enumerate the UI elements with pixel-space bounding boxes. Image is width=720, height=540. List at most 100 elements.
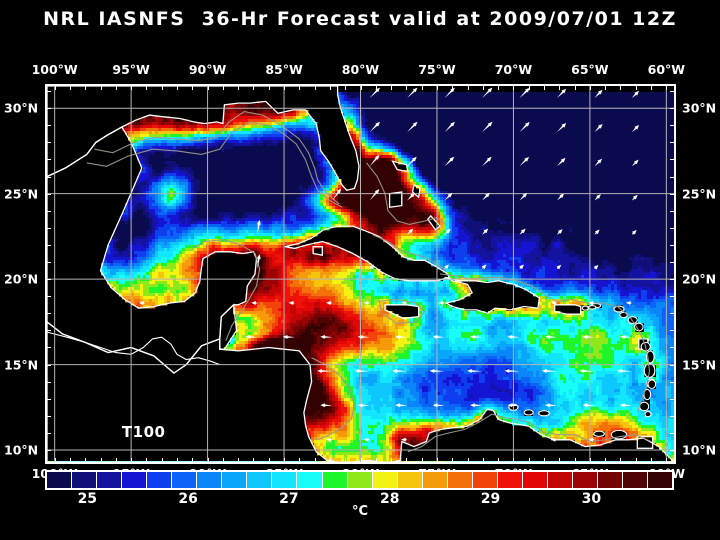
map-canvas	[47, 86, 674, 462]
axis-tick	[670, 296, 674, 297]
axis-tick	[590, 458, 591, 462]
axis-tick	[146, 458, 147, 462]
colorbar-swatch	[523, 472, 548, 488]
axis-tick	[513, 86, 514, 90]
longitude-axis-top: 100°W95°W90°W85°W80°W75°W70°W65°W60°W	[0, 62, 720, 78]
axis-tick	[670, 347, 674, 348]
axis-tick	[670, 91, 674, 92]
axis-tick	[468, 458, 469, 462]
axis-tick	[47, 177, 51, 178]
axis-tick	[559, 86, 560, 90]
colorbar-swatch	[222, 472, 247, 488]
axis-tick	[146, 86, 147, 90]
axis-tick	[47, 211, 51, 212]
lat-tick-label: 20°N	[4, 272, 38, 287]
colorbar-swatch	[72, 472, 97, 488]
axis-tick	[85, 458, 86, 462]
axis-tick	[47, 245, 51, 246]
lon-tick-label: 80°W	[342, 62, 379, 77]
colorbar-swatch	[548, 472, 573, 488]
colorbar-swatch	[297, 472, 322, 488]
axis-tick	[590, 86, 591, 90]
axis-tick	[513, 458, 514, 462]
lat-tick-label: 25°N	[682, 186, 716, 201]
axis-tick	[422, 458, 423, 462]
axis-tick	[116, 86, 117, 90]
axis-tick	[101, 458, 102, 462]
axis-tick	[299, 86, 300, 90]
axis-tick	[47, 330, 51, 331]
axis-tick	[529, 86, 530, 90]
axis-tick	[47, 159, 51, 160]
forecast-map-figure: NRL IASNFS 36-Hr Forecast valid at 2009/…	[0, 0, 720, 540]
axis-tick	[544, 458, 545, 462]
colorbar-swatch	[247, 472, 272, 488]
colorbar-swatch	[623, 472, 648, 488]
axis-tick	[47, 262, 51, 263]
axis-tick	[670, 330, 674, 331]
colorbar-swatch	[122, 472, 147, 488]
axis-tick	[437, 458, 438, 462]
axis-tick	[284, 86, 285, 90]
colorbar-swatch	[473, 472, 498, 488]
axis-tick	[670, 382, 674, 383]
lon-tick-label: 100°W	[32, 62, 78, 77]
axis-tick	[253, 458, 254, 462]
colorbar-swatch	[398, 472, 423, 488]
lat-tick-label: 15°N	[682, 357, 716, 372]
lon-tick-label: 60°W	[648, 62, 685, 77]
axis-tick	[670, 450, 674, 451]
axis-tick	[70, 458, 71, 462]
axis-tick	[47, 279, 51, 280]
figure-title: NRL IASNFS 36-Hr Forecast valid at 2009/…	[0, 8, 720, 30]
axis-tick	[406, 458, 407, 462]
axis-tick	[47, 228, 51, 229]
axis-tick	[651, 86, 652, 90]
lon-tick-label: 75°W	[418, 62, 455, 77]
axis-tick	[315, 86, 316, 90]
lon-tick-label: 70°W	[495, 62, 532, 77]
axis-tick	[376, 86, 377, 90]
axis-tick	[670, 399, 674, 400]
axis-tick	[55, 86, 56, 90]
axis-tick	[269, 458, 270, 462]
lat-tick-label: 30°N	[4, 101, 38, 116]
axis-tick	[361, 458, 362, 462]
axis-tick	[670, 416, 674, 417]
axis-tick	[47, 313, 51, 314]
axis-tick	[47, 416, 51, 417]
lon-tick-label: 65°W	[571, 62, 608, 77]
axis-tick	[330, 86, 331, 90]
axis-tick	[670, 177, 674, 178]
axis-tick	[391, 458, 392, 462]
axis-tick	[47, 142, 51, 143]
axis-tick	[498, 458, 499, 462]
colorbar-swatch	[47, 472, 72, 488]
axis-tick	[670, 108, 674, 109]
axis-tick	[529, 458, 530, 462]
lon-tick-label: 85°W	[265, 62, 302, 77]
axis-tick	[670, 313, 674, 314]
axis-tick	[670, 433, 674, 434]
colorbar-swatch	[197, 472, 222, 488]
axis-tick	[636, 86, 637, 90]
colorbar-swatch	[373, 472, 398, 488]
axis-tick	[406, 86, 407, 90]
axis-tick	[47, 91, 51, 92]
axis-tick	[345, 86, 346, 90]
colorbar-swatch	[498, 472, 523, 488]
axis-tick	[131, 458, 132, 462]
axis-tick	[47, 347, 51, 348]
axis-tick	[345, 458, 346, 462]
axis-tick	[47, 108, 51, 109]
axis-tick	[223, 86, 224, 90]
axis-tick	[559, 458, 560, 462]
axis-tick	[670, 142, 674, 143]
axis-tick	[330, 458, 331, 462]
axis-tick	[47, 399, 51, 400]
axis-tick	[299, 458, 300, 462]
lat-tick-label: 15°N	[4, 357, 38, 372]
axis-tick	[575, 86, 576, 90]
lat-tick-label: 20°N	[682, 272, 716, 287]
axis-tick	[47, 194, 51, 195]
